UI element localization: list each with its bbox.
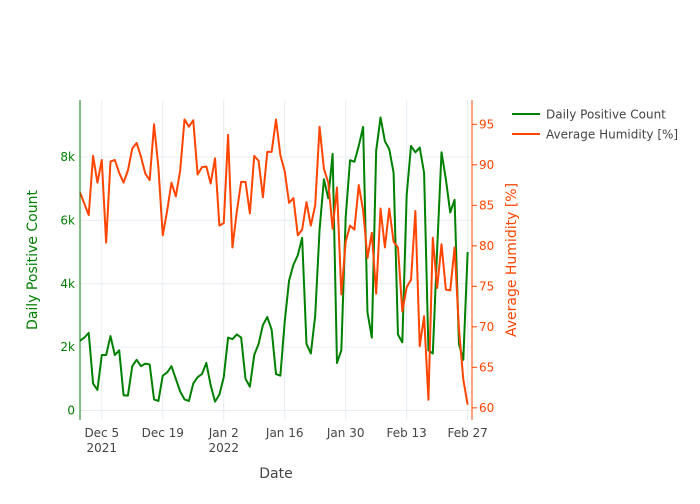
y-left-axis-title: Daily Positive Count (25, 190, 41, 330)
x-axis-title: Date (259, 466, 292, 482)
x-tick-label: Feb 13 (386, 426, 426, 440)
y-right-tick-label: 95 (479, 117, 494, 131)
y-right-tick-label: 70 (479, 320, 494, 334)
y-right-axis-title: Average Humidity [%] (504, 183, 520, 337)
x-tick-sublabel: 2021 (87, 441, 118, 455)
x-tick-label: Feb 27 (447, 426, 487, 440)
series-line-daily-positive-count (79, 116, 469, 403)
y-left-tick-label: 6k (60, 213, 75, 227)
y-left-tick-label: 8k (60, 150, 75, 164)
y-right-tick-label: 85 (479, 198, 494, 212)
x-tick-label: Jan 30 (326, 426, 365, 440)
grid-layer (80, 100, 472, 420)
y-left-tick-label: 2k (60, 340, 75, 354)
y-right-tick-label: 65 (479, 360, 494, 374)
x-tick-label: Jan 16 (265, 426, 304, 440)
y-right-tick-label: 60 (479, 401, 494, 415)
legend[interactable]: Daily Positive Count Average Humidity [%… (512, 108, 678, 142)
x-tick-label: Jan 2 (208, 426, 239, 440)
y-right-tick-label: 75 (479, 279, 494, 293)
y-left-tick-label: 0 (67, 403, 75, 417)
x-tick-sublabel: 2022 (208, 441, 239, 455)
legend-label-count[interactable]: Daily Positive Count (546, 108, 666, 122)
y-left-tick-label: 4k (60, 277, 75, 291)
y-right-tick-label: 80 (479, 239, 494, 253)
series-line-average-humidity (79, 118, 469, 405)
x-tick-label: Dec 5 (84, 426, 119, 440)
y-right-tick-label: 90 (479, 158, 494, 172)
series-layer (79, 116, 469, 405)
legend-label-humidity[interactable]: Average Humidity [%] (546, 128, 678, 142)
x-tick-label: Dec 19 (142, 426, 184, 440)
